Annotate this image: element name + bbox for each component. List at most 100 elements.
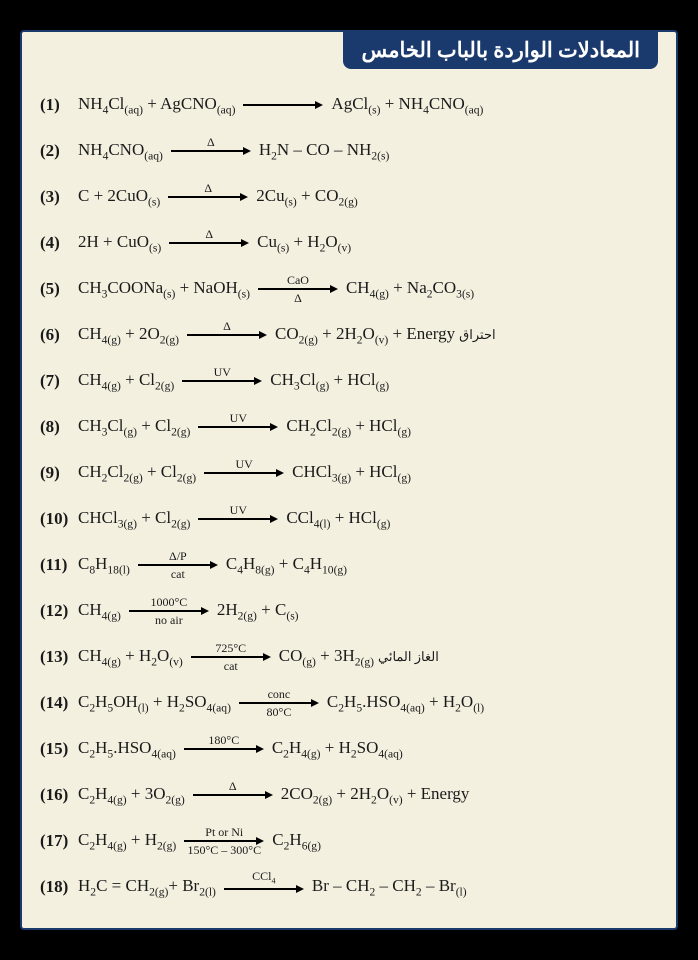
- equation-lhs: C2H5OH(l) + H2SO4(aq): [78, 692, 231, 714]
- equation-lhs: C2H4(g) + H2(g): [78, 830, 176, 852]
- arrow-line: [138, 560, 218, 570]
- equation-row: (1) NH4Cl(aq) + AgCNO(aq) AgCl(s) + NH4CN…: [40, 83, 658, 127]
- equation-rhs: 2H2(g) + C(s): [217, 600, 299, 622]
- reaction-arrow: Δ: [193, 780, 273, 810]
- equation-number: (5): [40, 279, 72, 299]
- arrow-line: [129, 606, 209, 616]
- equation-row: (13)CH4(g) + H2O(v)725°CcatCO(g) + 3H2(g…: [40, 635, 658, 679]
- reaction-arrow: Δ: [169, 228, 249, 258]
- equation-number: (9): [40, 463, 72, 483]
- arrow-line: [171, 146, 251, 156]
- equation-rhs: C4H8(g) + C4H10(g): [226, 554, 347, 576]
- reaction-arrow: UV: [204, 458, 284, 488]
- equation-number: (10): [40, 509, 72, 529]
- equation-row: (7)CH4(g) + Cl2(g)UV CH3Cl(g) + HCl(g): [40, 359, 658, 403]
- equation-row: (14) C2H5OH(l) + H2SO4(aq) conc80°C C2H5.HS…: [40, 681, 658, 725]
- equation-lhs: CH2Cl2(g) + Cl2(g): [78, 462, 196, 484]
- equation-row: (17) C2H4(g) + H2(g) Pt or Ni150°C – 300°C…: [40, 819, 658, 863]
- equation-lhs: CH4(g) + Cl2(g): [78, 370, 174, 392]
- equation-number: (17): [40, 831, 72, 851]
- equation-number: (13): [40, 647, 72, 667]
- equation-rhs: H2N – CO – NH2(s): [259, 140, 389, 162]
- equation-lhs: CH3Cl(g) + Cl2(g): [78, 416, 190, 438]
- arrow-line: [198, 514, 278, 524]
- page-title: المعادلات الواردة بالباب الخامس: [343, 32, 658, 69]
- arrow-line: [193, 790, 273, 800]
- reaction-arrow: CCl4: [224, 870, 304, 904]
- equation-rhs: C2H5.HSO4(aq) + H2O(l): [327, 692, 484, 714]
- equation-row: (6) CH4(g) + 2O2(g) Δ CO2(g) + 2H2O(v) + E…: [40, 313, 658, 357]
- reaction-arrow: Δ: [168, 182, 248, 212]
- equation-rhs: Cu(s) + H2O(v): [257, 232, 351, 254]
- equation-row: (16)C2H4(g) + 3O2(g)Δ 2CO2(g) + 2H2O(v) …: [40, 773, 658, 817]
- equation-row: (12) CH4(g) 1000°Cno air 2H2(g) + C(s): [40, 589, 658, 633]
- equation-row: (11)C8H18(l)Δ/PcatC4H8(g) + C4H10(g): [40, 543, 658, 587]
- equation-lhs: NH4CNO(aq): [78, 140, 163, 162]
- reaction-arrow: Δ: [171, 136, 251, 166]
- equation-rhs: Br – CH2 – CH2 – Br(l): [312, 876, 467, 898]
- arrow-line: [198, 422, 278, 432]
- equation-row: (5) CH3COONa(s) + NaOH(s) CaOΔ CH4(g) + Na2…: [40, 267, 658, 311]
- reaction-arrow: Δ/Pcat: [138, 550, 218, 580]
- equation-row: (18) H2C = CH2(g)+ Br2(l) CCl4 Br – CH2 – …: [40, 865, 658, 909]
- arrow-line: [258, 284, 338, 294]
- arrow-line: [169, 238, 249, 248]
- equation-row: (15)C2H5.HSO4(aq)180°C C2H4(g) + H2SO4(a…: [40, 727, 658, 771]
- equation-number: (14): [40, 693, 72, 713]
- equation-lhs: CH4(g) + 2O2(g): [78, 324, 179, 346]
- arrow-line: [182, 376, 262, 386]
- equation-number: (2): [40, 141, 72, 161]
- equation-number: (11): [40, 555, 72, 575]
- reaction-arrow: UV: [182, 366, 262, 396]
- reaction-arrow: 725°Ccat: [191, 642, 271, 672]
- equation-number: (16): [40, 785, 72, 805]
- reaction-arrow: 1000°Cno air: [129, 596, 209, 626]
- equation-rhs: CH2Cl2(g) + HCl(g): [286, 416, 411, 438]
- reaction-arrow: Δ: [187, 320, 267, 350]
- equation-number: (1): [40, 95, 72, 115]
- arrow-line: [184, 744, 264, 754]
- arrow-line: [243, 100, 323, 110]
- equation-lhs: C2H4(g) + 3O2(g): [78, 784, 185, 806]
- equation-lhs: H2C = CH2(g)+ Br2(l): [78, 876, 216, 898]
- equation-row: (2) NH4CNO(aq) Δ H2N – CO – NH2(s): [40, 129, 658, 173]
- equation-number: (12): [40, 601, 72, 621]
- equation-rhs: CH4(g) + Na2CO3(s): [346, 278, 474, 300]
- arrow-line: [184, 836, 264, 846]
- equation-rhs: C2H4(g) + H2SO4(aq): [272, 738, 403, 760]
- equation-number: (15): [40, 739, 72, 759]
- equation-row: (4) 2H + CuO(s) Δ Cu(s) + H2O(v): [40, 221, 658, 265]
- equation-number: (18): [40, 877, 72, 897]
- equation-number: (4): [40, 233, 72, 253]
- reaction-arrow: conc80°C: [239, 688, 319, 718]
- equation-rhs: CO2(g) + 2H2O(v) + Energy: [275, 324, 455, 346]
- equation-lhs: CH3COONa(s) + NaOH(s): [78, 278, 250, 300]
- reaction-arrow: [243, 90, 323, 120]
- equation-lhs: 2H + CuO(s): [78, 232, 161, 254]
- equation-lhs: CH4(g) + H2O(v): [78, 646, 183, 668]
- reaction-arrow: UV: [198, 504, 278, 534]
- reaction-arrow: CaOΔ: [258, 274, 338, 304]
- reaction-arrow: Pt or Ni150°C – 300°C: [184, 826, 264, 856]
- equation-rhs: AgCl(s) + NH4CNO(aq): [331, 94, 483, 116]
- arrow-line: [187, 330, 267, 340]
- equation-note: احتراق: [459, 327, 495, 343]
- equation-rhs: CH3Cl(g) + HCl(g): [270, 370, 389, 392]
- equation-rhs: CCl4(l) + HCl(g): [286, 508, 390, 530]
- equation-number: (6): [40, 325, 72, 345]
- equation-rhs: C2H6(g): [272, 830, 321, 852]
- equation-lhs: CH4(g): [78, 600, 121, 622]
- arrow-line: [224, 884, 304, 894]
- arrow-line: [204, 468, 284, 478]
- arrow-line: [168, 192, 248, 202]
- reaction-arrow: UV: [198, 412, 278, 442]
- arrow-line: [191, 652, 271, 662]
- equation-note: الغاز المائي: [378, 649, 439, 665]
- equation-lhs: NH4Cl(aq) + AgCNO(aq): [78, 94, 235, 116]
- equation-number: (8): [40, 417, 72, 437]
- arrow-line: [239, 698, 319, 708]
- header-row: المعادلات الواردة بالباب الخامس: [40, 44, 658, 69]
- equation-number: (3): [40, 187, 72, 207]
- equation-rhs: 2Cu(s) + CO2(g): [256, 186, 357, 208]
- equation-rhs: CHCl3(g) + HCl(g): [292, 462, 411, 484]
